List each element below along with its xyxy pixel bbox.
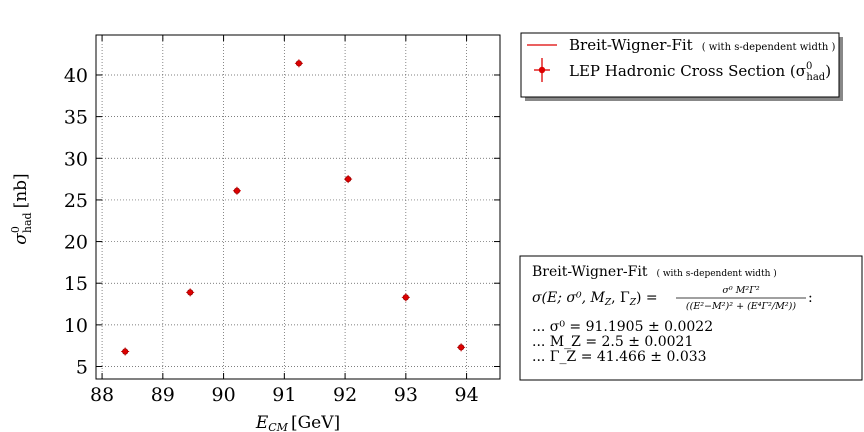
y-tick-label: 25 (64, 190, 88, 212)
grid (96, 35, 500, 379)
fit-info-formula-lhs: σ(E; σ⁰, M (532, 290, 605, 306)
y-tick-label: 15 (64, 273, 88, 295)
x-axis-label: ECM [GeV] (255, 413, 340, 432)
legend-fit-text: Breit-Wigner-Fit (569, 36, 693, 54)
legend-fit-label: Breit-Wigner-Fit ( with s-dependent width… (569, 36, 836, 54)
x-tick-label: 92 (333, 384, 357, 406)
y-axis-label-unit: [nb] (11, 173, 31, 208)
x-tick-label: 90 (211, 384, 235, 406)
y-tick-label: 20 (64, 232, 88, 254)
y-axis-label-sub: had (21, 212, 34, 233)
data-point (457, 343, 466, 352)
fit-info-colon: : (808, 290, 813, 306)
data-point (294, 59, 303, 68)
fit-info-formula: σ(E; σ⁰, MZ, ΓZ) = (532, 290, 658, 308)
legend: Breit-Wigner-Fit ( with s-dependent width… (520, 32, 843, 101)
legend-data-sup: 0 (806, 61, 812, 72)
fit-info-param-mz: ... M_Z = 2.5 ± 0.0021 (532, 334, 693, 350)
y-axis-label-main: σ (11, 233, 31, 245)
y-tick-label: 10 (64, 315, 88, 337)
fit-info-box: Breit-Wigner-Fit ( with s-dependent width… (519, 255, 863, 381)
axis-ticks: 88 89 90 91 92 93 94 5 10 15 20 25 30 35 40 (64, 35, 500, 406)
fit-info-formula-mid: , Γ (611, 290, 630, 306)
y-axis-label: σ0had [nb] (9, 173, 34, 244)
fit-info-note: ( with s-dependent width ) (656, 268, 776, 279)
legend-data-swatch (534, 58, 550, 82)
fit-info-formula-z2: Z (629, 298, 637, 308)
fit-info-formula-z1: Z (604, 298, 612, 308)
fit-info-param-sigma: ... σ⁰ = 91.1905 ± 0.0022 (532, 319, 713, 335)
x-tick-label: 88 (90, 384, 114, 406)
y-tick-label: 35 (64, 107, 88, 129)
data-point (186, 288, 195, 297)
fit-info-formula-rhs: ) = (636, 290, 658, 306)
fit-info-numerator: σ⁰ M²Γ² (722, 285, 759, 296)
legend-fit-note: ( with s-dependent width ) (702, 42, 836, 53)
data-point (344, 175, 353, 184)
plot-area: 88 89 90 91 92 93 94 5 10 15 20 25 30 35 40 (64, 34, 501, 406)
y-tick-label: 30 (64, 148, 88, 170)
x-axis-label-unit: [GeV] (291, 413, 340, 432)
fit-info-param-gamma: ... Γ_Z = 41.466 ± 0.033 (532, 349, 707, 365)
legend-box (520, 32, 840, 98)
x-tick-label: 94 (454, 384, 478, 406)
fit-info-denominator: ((E²−M²)² + (E⁴Γ²/M²)) (686, 301, 796, 312)
x-axis-label-sub: CM (268, 421, 288, 432)
legend-data-text: LEP Hadronic Cross Section (σ (569, 62, 806, 80)
y-axis-label-sup: 0 (9, 226, 22, 233)
x-tick-label: 89 (151, 384, 175, 406)
data-point (232, 186, 241, 195)
y-tick-label: 40 (64, 65, 88, 87)
fit-info-title: Breit-Wigner-Fit ( with s-dependent width… (532, 264, 777, 280)
x-axis-label-main: E (255, 413, 269, 432)
fit-info-title-text: Breit-Wigner-Fit (532, 264, 648, 280)
data-point (401, 293, 410, 302)
data-point (121, 347, 130, 356)
fit-info-frame (519, 255, 863, 381)
data-points (121, 59, 466, 356)
plot-frame (95, 34, 501, 380)
legend-data-label: LEP Hadronic Cross Section (σ0 had) (569, 61, 831, 83)
x-tick-label: 91 (272, 384, 296, 406)
x-tick-label: 93 (394, 384, 418, 406)
legend-data-sub: had (806, 72, 825, 83)
legend-data-close: ) (825, 62, 831, 80)
y-tick-label: 5 (76, 357, 88, 379)
